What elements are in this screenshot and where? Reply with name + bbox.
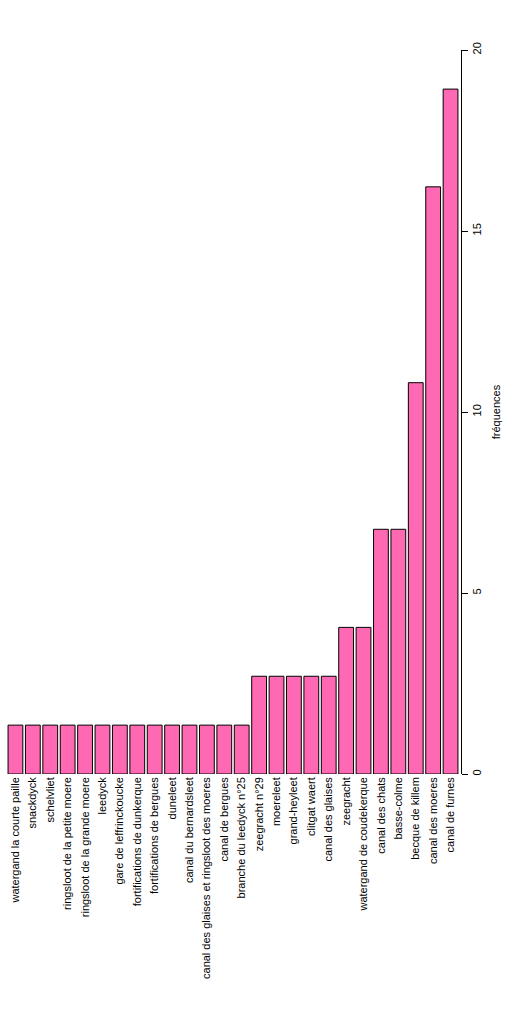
- svg-text:fortifications de dunkerque: fortifications de dunkerque: [131, 777, 143, 906]
- svg-text:duneleet: duneleet: [166, 777, 178, 819]
- svg-text:canal de furnes: canal de furnes: [444, 777, 456, 853]
- svg-text:zeegracht: zeegracht: [340, 777, 352, 825]
- svg-text:basse-colme: basse-colme: [392, 777, 404, 839]
- svg-text:watergand de coudekerque: watergand de coudekerque: [357, 777, 369, 911]
- svg-text:moereleet: moereleet: [270, 777, 282, 826]
- svg-text:ringsloot de la grande moere: ringsloot de la grande moere: [79, 777, 91, 917]
- svg-text:ringsloot de la petite moere: ringsloot de la petite moere: [61, 777, 73, 910]
- svg-text:snackdyck: snackdyck: [26, 777, 38, 829]
- svg-text:gare de leffrinckoucke: gare de leffrinckoucke: [113, 777, 125, 884]
- svg-text:canal du bernardsleet: canal du bernardsleet: [183, 777, 195, 883]
- svg-text:canal des moeres: canal des moeres: [427, 777, 439, 864]
- svg-text:branche du leedyck n°25: branche du leedyck n°25: [235, 777, 247, 898]
- svg-text:schelvliet: schelvliet: [44, 777, 56, 822]
- svg-text:clitgat waert: clitgat waert: [305, 777, 317, 836]
- svg-text:watergand la courte paille: watergand la courte paille: [9, 777, 21, 903]
- svg-text:20: 20: [471, 42, 483, 54]
- svg-text:leedyck: leedyck: [96, 777, 108, 815]
- svg-text:5: 5: [471, 588, 483, 594]
- svg-text:becque de killem: becque de killem: [409, 777, 421, 860]
- svg-text:10: 10: [471, 404, 483, 416]
- svg-text:canal de bergues: canal de bergues: [218, 777, 230, 862]
- svg-text:fréquences: fréquences: [490, 384, 502, 439]
- svg-text:zeegracht n°29: zeegracht n°29: [253, 777, 265, 851]
- svg-text:grand-heyleet: grand-heyleet: [287, 777, 299, 844]
- svg-text:canal des glaises: canal des glaises: [322, 777, 334, 862]
- svg-text:fortifications de bergues: fortifications de bergues: [148, 777, 160, 894]
- svg-text:canal des chats: canal des chats: [375, 777, 387, 854]
- svg-text:15: 15: [471, 223, 483, 235]
- svg-text:canal des glaises et ringsloot: canal des glaises et ringsloot des moere…: [200, 777, 212, 979]
- svg-text:0: 0: [471, 769, 483, 775]
